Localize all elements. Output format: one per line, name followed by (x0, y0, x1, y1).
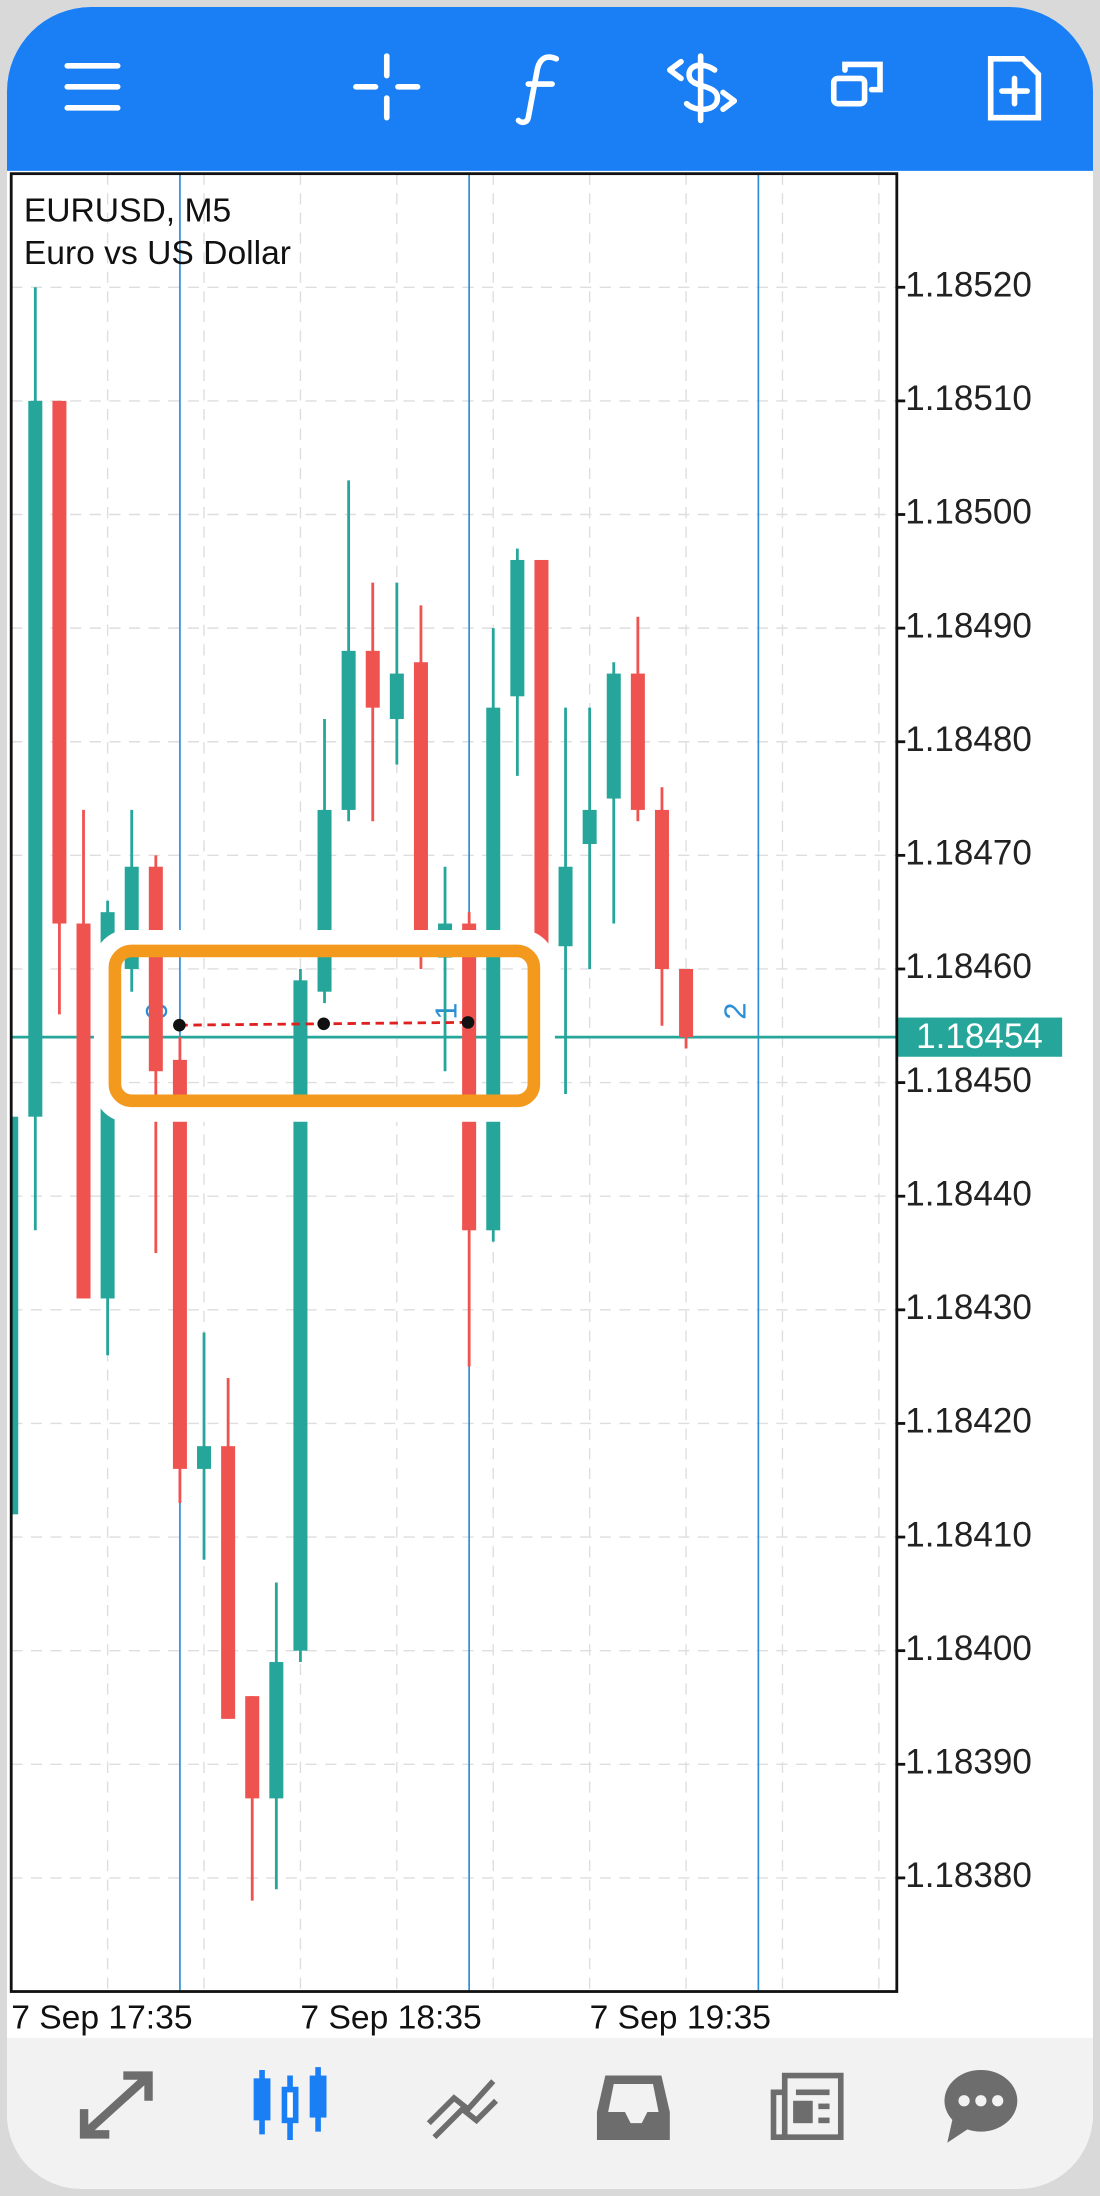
trade-button[interactable] (667, 53, 738, 124)
candle-body (486, 707, 501, 1231)
y-tick-label: 1.18470 (905, 834, 1032, 873)
y-tick-label: 1.18380 (905, 1856, 1032, 1895)
indicators-button[interactable] (515, 54, 560, 126)
candle-body (413, 662, 428, 935)
candle-body (679, 968, 694, 1038)
candle-body (28, 400, 43, 1117)
fib-anchor-point (317, 1017, 330, 1031)
candle-body (269, 1662, 284, 1799)
y-tick-label: 1.18420 (905, 1402, 1032, 1441)
y-tick-label: 1.18450 (905, 1061, 1032, 1100)
y-tick-label: 1.18430 (905, 1288, 1032, 1327)
fib-anchor-point (461, 1016, 475, 1029)
y-tick-label: 1.18490 (905, 606, 1032, 645)
new-order-button[interactable] (987, 56, 1042, 121)
y-tick-label: 1.18460 (905, 947, 1032, 986)
y-tick-label: 1.18510 (905, 379, 1032, 418)
candle-body (630, 673, 645, 810)
candle-body (341, 650, 356, 810)
y-tick-label: 1.18520 (905, 266, 1032, 305)
quotes-tab[interactable] (79, 2071, 153, 2139)
trade-tab[interactable] (426, 2079, 499, 2140)
bottom-bar-lower (7, 2100, 1093, 2189)
chart-title: EURUSD, M5 (24, 193, 231, 230)
chart-tab[interactable] (253, 2067, 327, 2140)
time-zone-label: 2 (717, 1003, 752, 1020)
x-tick-label: 7 Sep 19:35 (590, 1999, 771, 2036)
plot-frame (9, 172, 899, 1993)
menu-button[interactable] (64, 63, 121, 111)
highlight-mask (93, 929, 555, 1122)
candle-body (76, 923, 91, 1299)
messages-tab[interactable] (944, 2069, 1018, 2143)
history-tab[interactable] (596, 2075, 670, 2140)
candle-body (11, 1116, 19, 1515)
candle-body (245, 1696, 260, 1799)
fib-anchor-point (173, 1018, 186, 1032)
chart-subtitle: Euro vs US Dollar (24, 235, 291, 272)
candle-body (510, 559, 525, 697)
toolbar (7, 7, 1093, 171)
highlight-box (108, 944, 541, 1108)
y-tick-label: 1.18400 (905, 1629, 1032, 1668)
candle-body (317, 809, 332, 992)
candle-body (197, 1446, 212, 1469)
candle-body (462, 923, 477, 1231)
candle-body (654, 809, 669, 969)
candle-body (389, 673, 404, 720)
candle-body (606, 673, 621, 799)
y-tick-label: 1.18480 (905, 720, 1032, 759)
current-price-label: 1.18454 (916, 1017, 1043, 1056)
candle-body (534, 559, 549, 1038)
candle-body (558, 866, 573, 947)
y-tick-label: 1.18500 (905, 493, 1032, 532)
x-tick-label: 7 Sep 18:35 (300, 1999, 481, 2036)
y-tick-label: 1.18390 (905, 1743, 1032, 1782)
candle-body (148, 866, 163, 1072)
news-tab[interactable] (770, 2072, 844, 2140)
candle-body (582, 809, 597, 844)
candle-body (293, 980, 308, 1651)
y-tick-label: 1.18410 (905, 1515, 1032, 1554)
candle-body (52, 400, 67, 924)
windows-button[interactable] (830, 61, 883, 107)
chart: 0121.183801.183901.184001.184101.184201.… (11, 173, 1063, 2036)
current-price-tag (896, 1017, 1063, 1057)
candle-body (221, 1446, 236, 1719)
crosshair-button[interactable] (353, 53, 421, 121)
x-tick-label: 7 Sep 17:35 (11, 1999, 192, 2036)
y-tick-label: 1.18440 (905, 1174, 1032, 1213)
candle-body (365, 650, 380, 708)
candle-body (172, 1059, 187, 1469)
